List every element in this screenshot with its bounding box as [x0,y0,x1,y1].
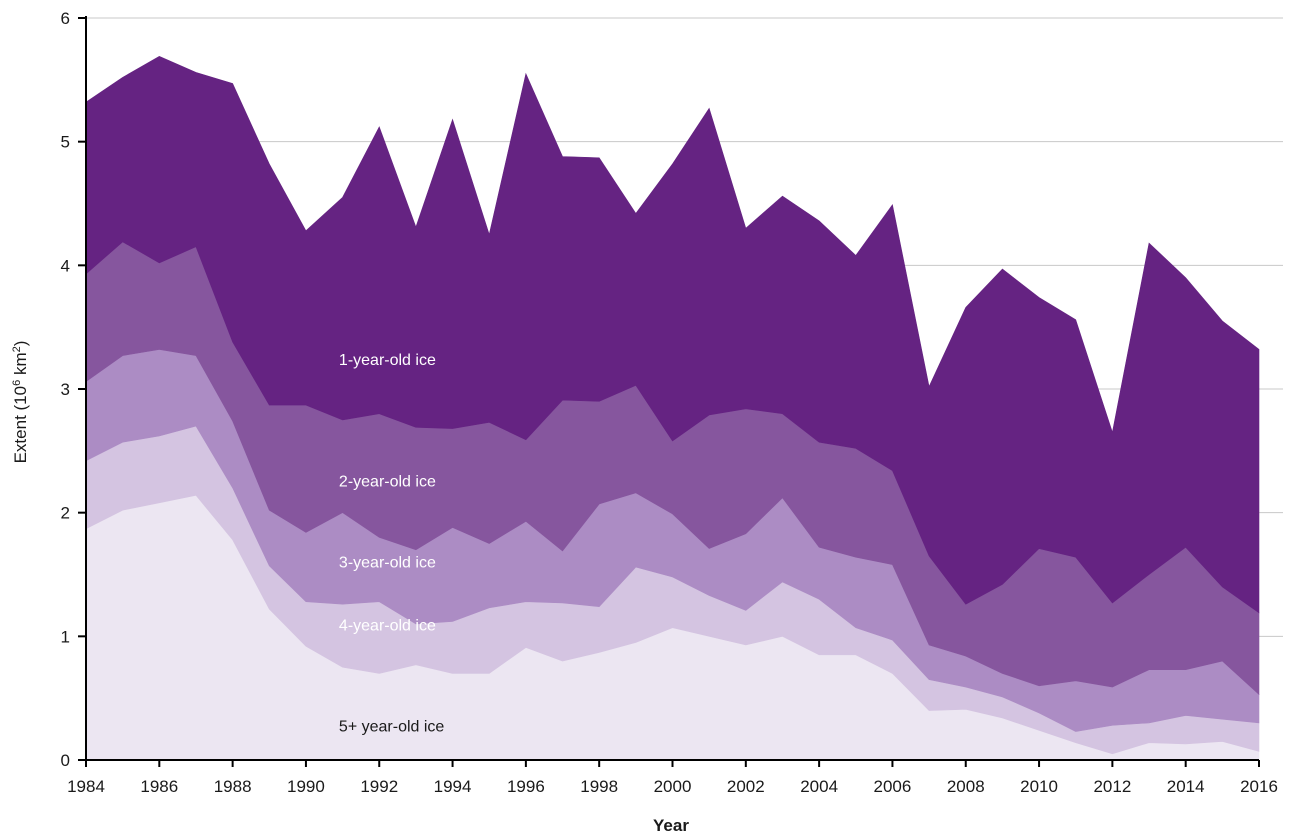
area-1-year-old-ice [85,56,1260,614]
stacked-areas [85,56,1260,761]
x-tick-label: 1986 [140,777,178,796]
y-tick-label: 1 [61,627,70,646]
x-tick-label: 2010 [1020,777,1058,796]
band-label: 1-year-old ice [339,352,436,369]
band-label: 5+ year-old ice [339,718,444,735]
x-tick-label: 1998 [580,777,618,796]
y-tick-label: 6 [61,9,70,28]
y-tick-label: 5 [61,133,70,152]
y-axis-label: Extent (106 km2) [11,341,30,464]
x-tick-label: 2016 [1240,777,1278,796]
y-tick-label: 4 [61,256,70,275]
x-tick-labels: 1984 1986 1988 1990 1992 1994 1996 1998 2000 2002… [67,760,1278,796]
x-tick-label: 2002 [727,777,765,796]
band-label: 4-year-old ice [339,618,436,635]
band-label: 3-year-old ice [339,555,436,572]
y-tick-label: 0 [61,751,70,770]
band-label: 2-year-old ice [339,474,436,491]
x-tick-label: 2000 [654,777,692,796]
x-tick-label: 2012 [1093,777,1131,796]
y-tick-label: 2 [61,504,70,523]
x-tick-label: 2014 [1167,777,1205,796]
band-labels: 5+ year-old ice 4-year-old ice 3-year-old … [339,352,444,735]
x-tick-label: 1990 [287,777,325,796]
y-tick-label: 3 [61,380,70,399]
x-tick-label: 1996 [507,777,545,796]
x-tick-label: 1988 [214,777,252,796]
y-tick-labels: 0 1 2 3 4 5 6 [61,9,86,770]
x-tick-label: 1984 [67,777,105,796]
x-tick-label: 2006 [874,777,912,796]
x-tick-label: 1994 [434,777,472,796]
x-axis-label: Year [653,816,689,835]
x-tick-label: 2004 [800,777,838,796]
x-tick-label: 2008 [947,777,985,796]
x-tick-label: 1992 [360,777,398,796]
